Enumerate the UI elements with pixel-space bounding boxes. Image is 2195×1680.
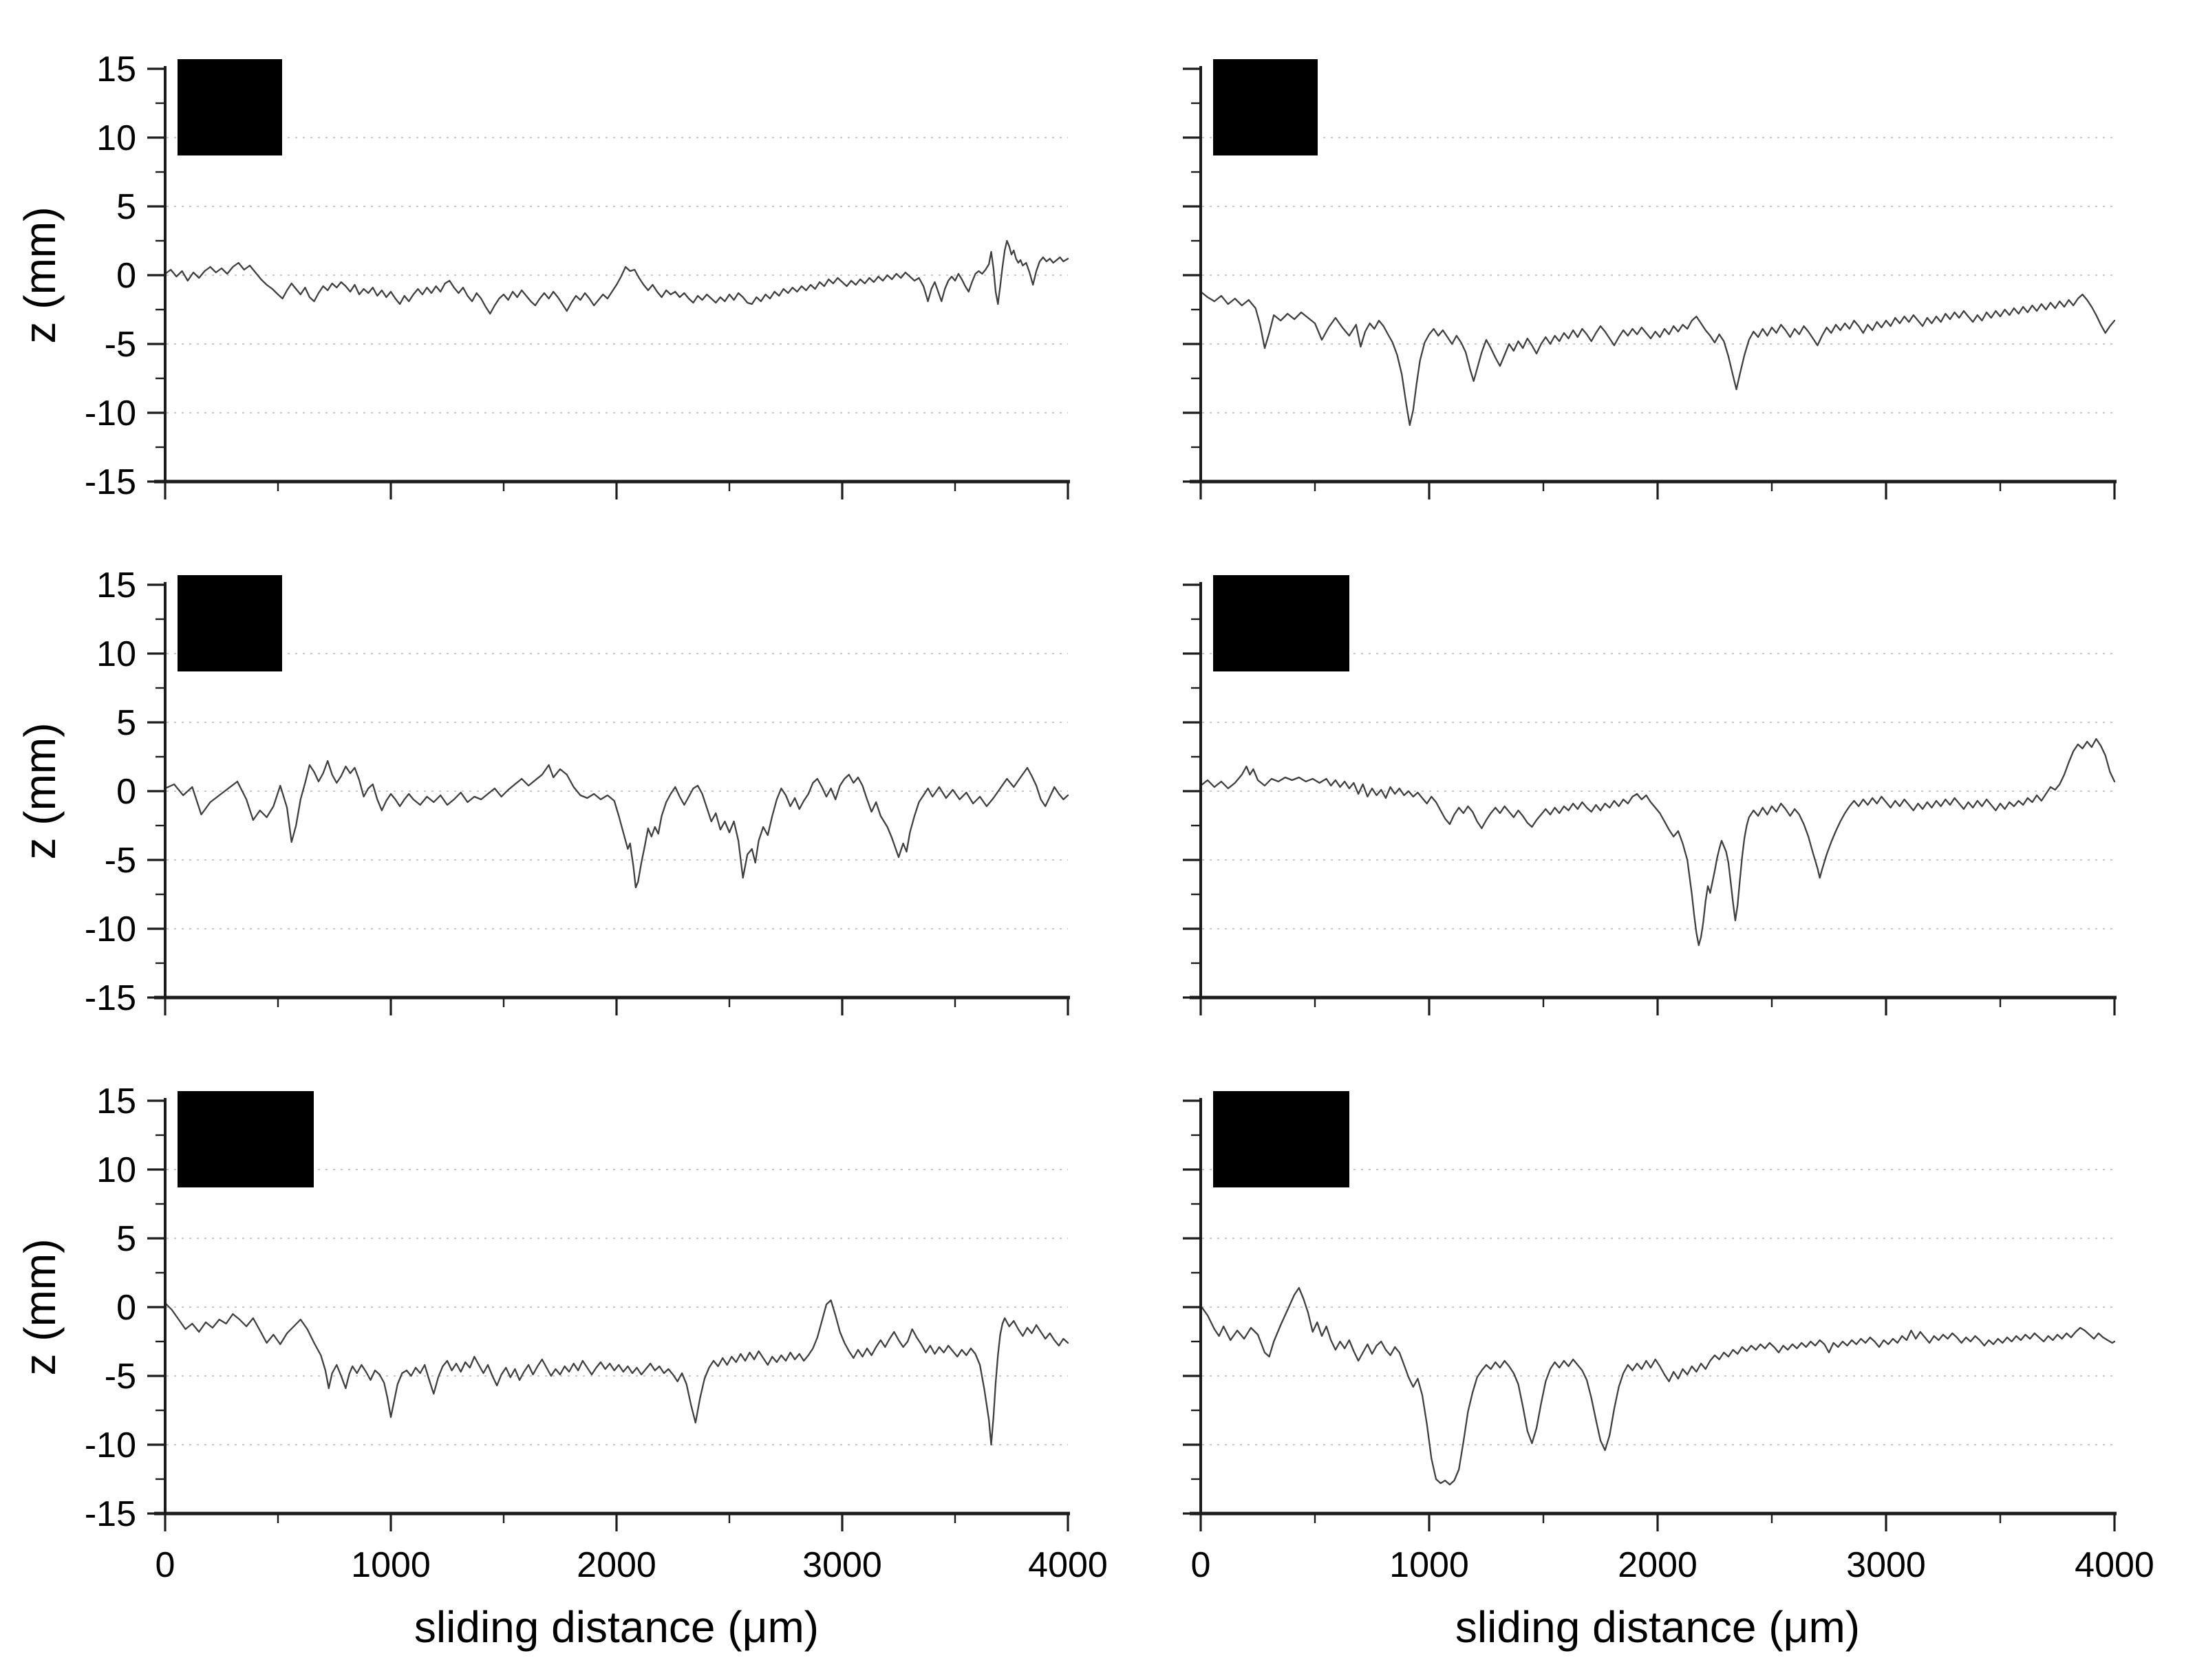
x-tick-label: 4000 <box>2075 1545 2154 1585</box>
y-tick-label: -10 <box>85 909 136 949</box>
y-tick-label: 10 <box>96 1150 136 1190</box>
subplot-5pct: 15 10 5 0 -5 -10 -15 5% <box>85 566 1070 1018</box>
x-tick-label: 1000 <box>1389 1545 1469 1585</box>
y-tick-label: 0 <box>116 1288 136 1328</box>
trace-10pct <box>1199 737 2116 947</box>
trace-5pct <box>164 760 1069 889</box>
y-tick-label: -15 <box>85 978 136 1018</box>
subplot-10pct: 10% <box>1183 575 2117 1015</box>
y-tick-label: -5 <box>105 1357 136 1397</box>
x-tick-label: 2000 <box>577 1545 656 1585</box>
y-axis-title-row3: z (mm) <box>15 1238 65 1376</box>
y-tick-label: 0 <box>116 772 136 812</box>
subplot-label-text: 10% <box>1234 599 1328 651</box>
y-tick-label: 15 <box>96 566 136 605</box>
y-tick-label: -15 <box>85 1494 136 1534</box>
y-tick-label: 5 <box>116 187 136 227</box>
y-tick-label: -5 <box>105 325 136 365</box>
subplot-label-badge <box>1213 1091 1349 1187</box>
subplot-label-badge <box>1213 59 1318 155</box>
subplot-label-text: 5% <box>196 599 264 651</box>
x-tick-label: 2000 <box>1618 1545 1698 1585</box>
subplot-label-badge <box>178 575 282 671</box>
x-tick-label: 4000 <box>1028 1545 1108 1585</box>
y-tick-label: -10 <box>85 394 136 433</box>
y-axis-title-row1: z (mm) <box>15 206 65 344</box>
x-tick-label: 3000 <box>1846 1545 1926 1585</box>
subplot-15pct: 15 10 5 0 -5 -10 -15 0 1000 2000 3000 4000 15% <box>85 1081 1108 1585</box>
x-tick-label: 3000 <box>802 1545 882 1585</box>
y-tick-label: 10 <box>96 634 136 674</box>
subplot-1pct: 15 10 5 0 -5 -10 -15 1% <box>85 50 1070 502</box>
x-axis-title-right: sliding distance (μm) <box>1455 1602 1861 1652</box>
trace-15pct <box>164 1299 1069 1446</box>
y-tick-label: -5 <box>105 841 136 881</box>
x-tick-label: 0 <box>156 1545 175 1585</box>
y-axis-title-row2: z (mm) <box>15 722 65 860</box>
y-tick-label: 15 <box>96 1081 136 1121</box>
subplot-3pct: 3% <box>1183 59 2117 499</box>
y-tick-label: 15 <box>96 50 136 89</box>
y-tick-label: 5 <box>116 1219 136 1259</box>
subplot-20pct: 0 1000 2000 3000 4000 20% <box>1183 1091 2154 1585</box>
y-tick-label: 10 <box>96 118 136 158</box>
x-tick-label: 1000 <box>351 1545 431 1585</box>
y-tick-label: -10 <box>85 1425 136 1465</box>
subplot-label-text: 15% <box>199 1114 292 1167</box>
subplot-label-text: 1% <box>196 83 264 135</box>
trace-1pct <box>164 239 1069 315</box>
x-axis-title-left: sliding distance (μm) <box>414 1602 820 1652</box>
subplot-label-text: 20% <box>1234 1114 1328 1167</box>
subplot-label-text: 3% <box>1232 83 1299 135</box>
y-tick-label: 0 <box>116 256 136 296</box>
subplot-label-badge <box>1213 575 1349 671</box>
x-tick-label: 0 <box>1191 1545 1211 1585</box>
y-tick-label: -15 <box>85 462 136 502</box>
y-tick-label: 5 <box>116 703 136 743</box>
subplot-label-badge <box>178 59 282 155</box>
trace-20pct <box>1199 1286 2116 1486</box>
subplot-label-badge <box>178 1091 314 1187</box>
trace-3pct <box>1199 290 2116 427</box>
